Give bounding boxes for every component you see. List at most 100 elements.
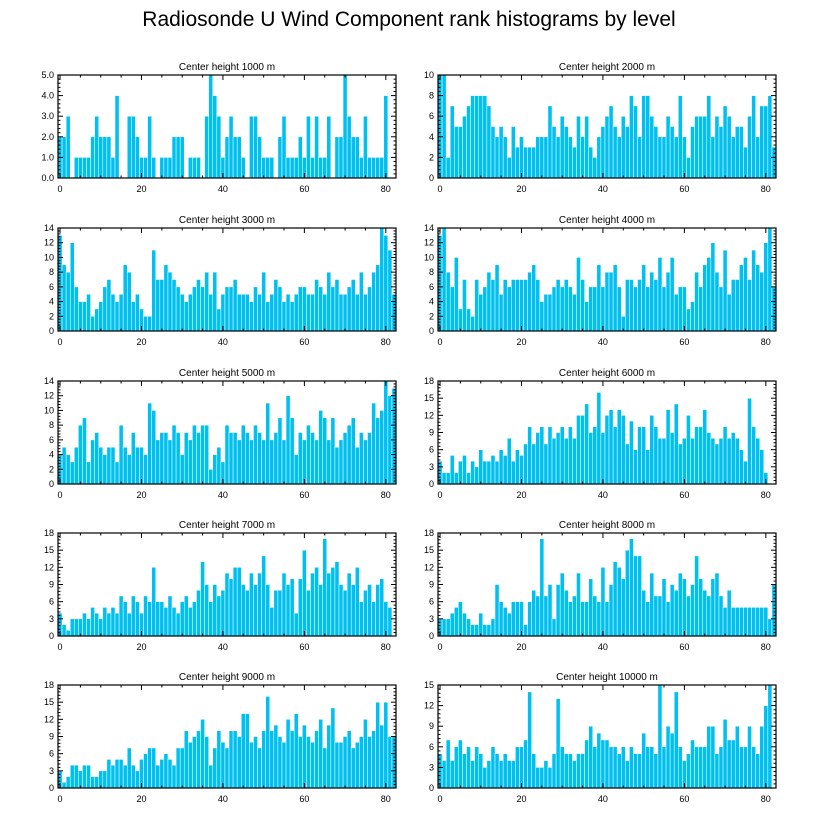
histogram-bar (135, 446, 140, 485)
histogram-bar (551, 437, 557, 485)
histogram-bar (649, 572, 655, 637)
histogram-bar (730, 279, 736, 332)
x-tick-label: 40 (218, 184, 228, 194)
histogram-bar (359, 157, 364, 179)
histogram-bar (474, 624, 479, 637)
histogram-bar (122, 764, 128, 789)
histogram-bar (454, 126, 459, 179)
histogram-bar (375, 701, 380, 789)
histogram-bar (224, 747, 230, 789)
histogram-bar (466, 746, 471, 789)
histogram-bar (755, 437, 760, 485)
histogram-bar (767, 618, 773, 637)
histogram-bar (228, 578, 234, 637)
histogram-bar (106, 279, 112, 332)
y-tick-label: 4.0 (41, 91, 54, 101)
histogram-bar (690, 584, 695, 637)
histogram-bar (694, 555, 699, 637)
histogram-bar (511, 126, 516, 179)
x-tick-label: 20 (516, 642, 526, 652)
histogram-bar (641, 264, 646, 332)
y-tick-label: 18 (424, 528, 434, 538)
histogram-bar (714, 753, 720, 789)
histogram-bar (592, 746, 598, 789)
histogram-bar (298, 432, 303, 485)
histogram-bar (310, 293, 315, 332)
histogram-bar (592, 426, 598, 485)
histogram-panel: Center height 10000 m 0 3 6 9 12 15 0 20 40 60 80 (424, 672, 777, 804)
histogram-bar (576, 572, 581, 637)
histogram-bar (78, 301, 83, 332)
histogram-bar (669, 126, 675, 179)
histogram-bar (330, 286, 336, 332)
histogram-bar (682, 437, 687, 485)
histogram-bar (616, 136, 622, 179)
y-tick-label: 2 (429, 152, 434, 162)
histogram-bar (200, 719, 205, 789)
histogram-bar (612, 264, 618, 332)
histogram-bar (118, 595, 124, 637)
y-tick-label: 4 (49, 297, 54, 307)
histogram-bar (441, 472, 447, 485)
histogram-bar (359, 601, 364, 637)
histogram-bar (653, 126, 659, 179)
histogram-bar (350, 584, 356, 637)
histogram-bar (739, 746, 744, 789)
histogram-bar (702, 115, 708, 179)
histogram-bar (616, 409, 622, 485)
histogram-bar (183, 432, 189, 485)
histogram-bar (726, 437, 732, 485)
histogram-bar (645, 601, 651, 637)
x-tick-label: 20 (516, 337, 526, 347)
histogram-bar (523, 443, 528, 485)
histogram-bar (702, 264, 708, 332)
histogram-bar (710, 437, 716, 485)
histogram-bar (722, 249, 728, 332)
histogram-bar (224, 136, 230, 179)
histogram-bar (289, 157, 295, 179)
histogram-bar (102, 454, 108, 485)
histogram-bar (204, 271, 209, 332)
histogram-bar (114, 461, 120, 485)
histogram-bar (466, 308, 471, 332)
histogram-bar (204, 115, 209, 179)
histogram-bar (220, 741, 226, 789)
histogram-bar (445, 271, 451, 332)
histogram-bar (122, 264, 128, 332)
histogram-bar (612, 561, 618, 637)
y-tick-label: 15 (424, 393, 434, 403)
histogram-bar (289, 730, 295, 789)
histogram-bar (482, 767, 488, 789)
histogram-bar (322, 293, 328, 332)
y-tick-label: 14 (424, 223, 434, 233)
histogram-bar (102, 770, 108, 789)
histogram-bar (665, 115, 671, 179)
histogram-bar (580, 415, 585, 485)
histogram-bar (694, 746, 699, 789)
histogram-bar (143, 157, 148, 179)
histogram-bar (466, 105, 471, 179)
histogram-bar (261, 157, 266, 179)
histogram-bar (527, 146, 532, 179)
histogram-bar (714, 443, 720, 485)
histogram-bar (454, 746, 459, 789)
histogram-bar (318, 719, 323, 789)
histogram-bar (232, 567, 238, 637)
histogram-bar (306, 589, 311, 637)
histogram-bar (637, 136, 642, 179)
histogram-bar (367, 286, 372, 332)
histogram-bar (192, 736, 197, 789)
histogram-bar (498, 293, 504, 332)
histogram-bar (466, 618, 471, 637)
histogram-bar (171, 136, 177, 179)
histogram-panel: Center height 9000 m 0 3 6 9 12 15 18 0 20 40 60 80 (44, 672, 397, 804)
histogram-bar (494, 584, 500, 637)
histogram-bar (86, 618, 91, 637)
histogram-bar (482, 95, 488, 179)
histogram-bar (253, 424, 258, 485)
histogram-bar (722, 426, 728, 485)
histogram-bar (730, 136, 736, 179)
histogram-bar (714, 271, 720, 332)
histogram-bar (559, 572, 565, 637)
y-tick-label: 3.0 (41, 111, 54, 121)
